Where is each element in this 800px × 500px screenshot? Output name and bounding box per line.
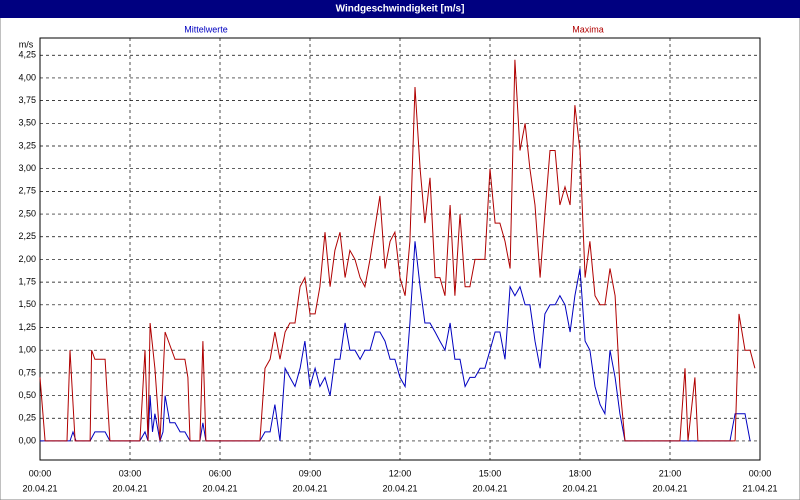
y-tick-label: 2,75: [18, 186, 36, 196]
x-tick-label: 15:00: [479, 468, 502, 478]
x-tick-date: 20.04.21: [472, 483, 507, 493]
x-tick-date: 21.04.21: [742, 483, 777, 493]
y-tick-label: 2,25: [18, 231, 36, 241]
series-line: [40, 241, 751, 443]
y-tick-label: 1,75: [18, 276, 36, 286]
legend-label: Maxima: [572, 24, 604, 34]
y-tick-label: 1,25: [18, 322, 36, 332]
y-tick-label: 1,50: [18, 299, 36, 309]
x-tick-date: 20.04.21: [22, 483, 57, 493]
legend-label: Mittelwerte: [184, 24, 228, 34]
y-unit: m/s: [19, 39, 34, 49]
x-tick-date: 20.04.21: [562, 483, 597, 493]
x-tick-date: 20.04.21: [112, 483, 147, 493]
y-tick-label: 0,75: [18, 367, 36, 377]
y-tick-label: 2,00: [18, 254, 36, 264]
x-tick-date: 20.04.21: [652, 483, 687, 493]
y-tick-label: 0,25: [18, 413, 36, 423]
y-tick-label: 0,50: [18, 390, 36, 400]
chart-title: Windgeschwindigkeit [m/s]: [336, 4, 465, 15]
x-tick-label: 00:00: [29, 468, 52, 478]
x-tick-date: 20.04.21: [202, 483, 237, 493]
series-line: [39, 59, 756, 442]
y-tick-label: 4,25: [18, 50, 36, 60]
y-tick-label: 3,75: [18, 95, 36, 105]
y-tick-label: 3,50: [18, 118, 36, 128]
x-tick-label: 00:00: [749, 468, 772, 478]
x-tick-label: 09:00: [299, 468, 322, 478]
x-tick-label: 03:00: [119, 468, 142, 478]
y-tick-label: 3,25: [18, 140, 36, 150]
x-tick-date: 20.04.21: [382, 483, 417, 493]
title-bar: [0, 0, 800, 18]
y-tick-label: 1,00: [18, 345, 36, 355]
y-tick-label: 2,50: [18, 208, 36, 218]
x-tick-label: 18:00: [569, 468, 592, 478]
y-tick-label: 4,00: [18, 72, 36, 82]
y-tick-label: 3,00: [18, 163, 36, 173]
y-tick-label: 0,00: [18, 435, 36, 445]
x-tick-label: 12:00: [389, 468, 412, 478]
x-tick-label: 21:00: [659, 468, 682, 478]
x-tick-date: 20.04.21: [292, 483, 327, 493]
x-tick-label: 06:00: [209, 468, 232, 478]
